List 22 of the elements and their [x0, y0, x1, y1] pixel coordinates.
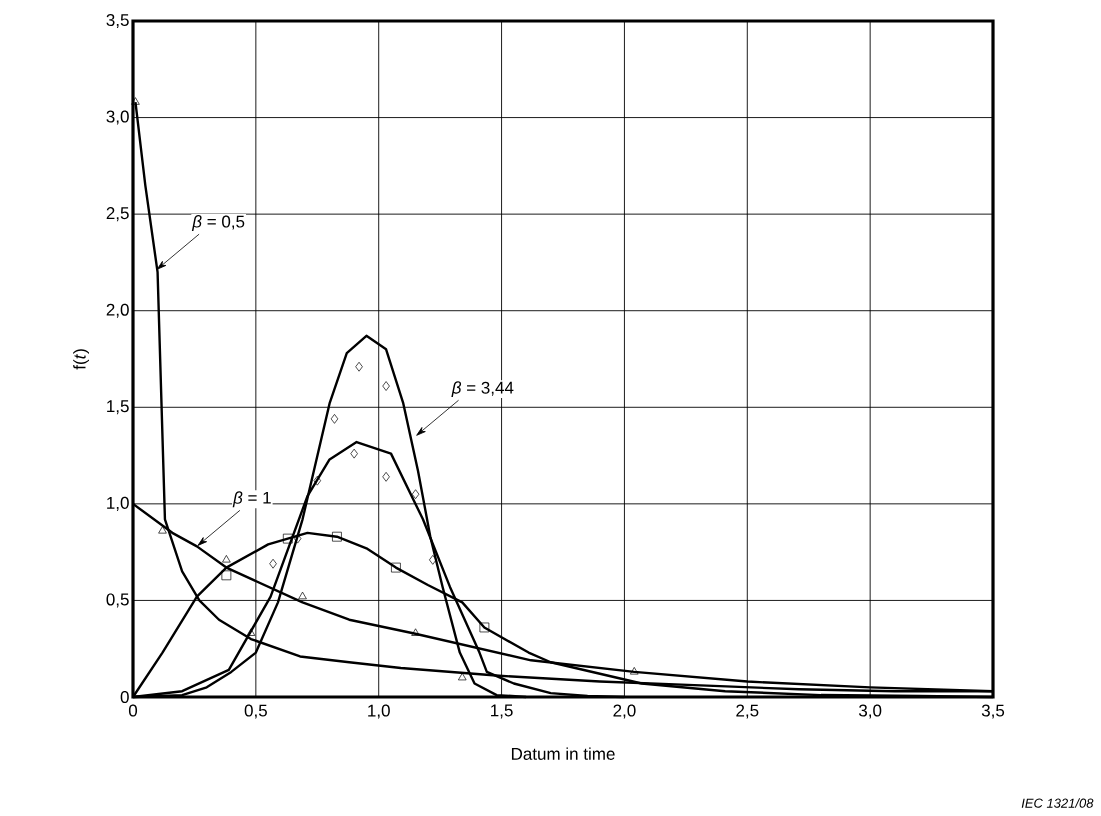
x-tick-label: 0: [128, 704, 138, 717]
y-tick-label: 3,5: [106, 13, 129, 29]
x-tick-label: 0,5: [244, 704, 267, 719]
x-tick-label: 2,5: [736, 704, 759, 719]
x-tick-label: 3,5: [981, 704, 1005, 719]
x-tick-label: 3,0: [858, 704, 882, 719]
x-tick-label: 1,0: [368, 704, 390, 719]
y-tick-label: 0: [120, 690, 129, 704]
x-tick-label: 2,0: [613, 704, 636, 719]
annotation: β = 3,44: [451, 381, 514, 398]
annotation: β = 1: [232, 491, 271, 508]
y-tick-label: 1,5: [107, 400, 129, 415]
x-axis-title: Datum in time: [511, 747, 615, 760]
y-tick-label: 2,5: [106, 207, 129, 222]
y-tick-label: 3,0: [106, 110, 129, 125]
text: IEC 1321/08: [1021, 798, 1094, 808]
y-tick-label: 1,0: [107, 496, 129, 511]
x-tick-label: 1,5: [491, 704, 513, 719]
annotation: β = 0,5: [191, 215, 245, 231]
y-tick-label: 2,0: [106, 303, 129, 318]
y-tick-label: 0,5: [106, 593, 129, 608]
y-axis-title: f(t): [73, 349, 89, 370]
